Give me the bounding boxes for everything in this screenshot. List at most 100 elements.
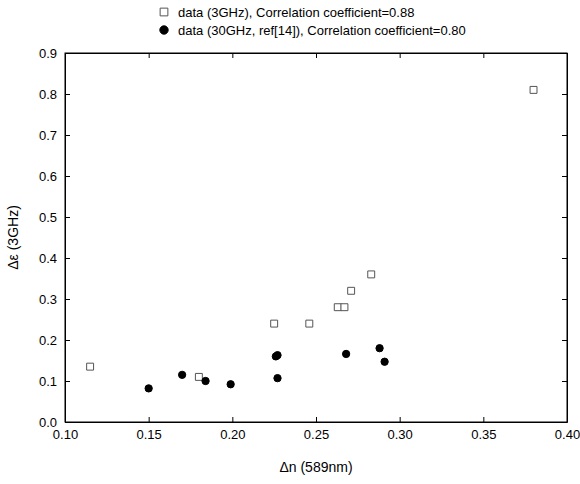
tick-mark bbox=[65, 381, 70, 382]
tick-label: 0.15 bbox=[137, 427, 162, 442]
tick bbox=[562, 258, 567, 259]
tick-mark bbox=[65, 135, 70, 136]
tick-mark bbox=[400, 53, 401, 58]
legend-symbol bbox=[160, 26, 168, 34]
tick-label: 0.7 bbox=[39, 128, 57, 143]
point bbox=[530, 86, 537, 93]
tick-mark bbox=[562, 94, 567, 95]
point bbox=[202, 377, 209, 384]
series bbox=[87, 86, 537, 380]
point bbox=[195, 373, 202, 380]
tick bbox=[562, 53, 567, 54]
tick-mark bbox=[562, 258, 567, 259]
x-axis-top bbox=[66, 53, 568, 58]
tick-mark bbox=[65, 340, 70, 341]
plot-area bbox=[87, 86, 537, 392]
point bbox=[87, 363, 94, 370]
tick-mark bbox=[232, 53, 233, 58]
tick bbox=[562, 176, 567, 177]
tick: 0.8 bbox=[39, 87, 70, 102]
tick-label: 0.4 bbox=[39, 251, 57, 266]
tick-label: 0.5 bbox=[39, 210, 57, 225]
tick bbox=[400, 53, 401, 58]
tick bbox=[562, 135, 567, 136]
tick-mark bbox=[483, 53, 484, 58]
tick-label: 0.3 bbox=[39, 292, 57, 307]
tick-mark bbox=[316, 417, 317, 422]
chart: 0.100.150.200.250.300.350.400.00.10.20.3… bbox=[0, 0, 580, 484]
x-axis-line bbox=[66, 422, 568, 423]
tick bbox=[149, 53, 150, 58]
y-axis: 0.0 0.1 0.2 0.3 0.4 0.5 0.6 0.7 0.8 0.9 bbox=[39, 46, 70, 430]
point bbox=[341, 304, 348, 311]
tick-mark bbox=[65, 422, 70, 423]
tick-mark bbox=[562, 135, 567, 136]
tick-mark bbox=[149, 53, 150, 58]
tick-mark bbox=[483, 417, 484, 422]
tick: 0.5 bbox=[39, 210, 70, 225]
tick-mark bbox=[562, 176, 567, 177]
point bbox=[227, 381, 234, 388]
tick-mark bbox=[65, 299, 70, 300]
legend-label: data (3GHz), Correlation coefficient=0.8… bbox=[178, 5, 414, 20]
x-axis-title: Δn (589nm) bbox=[279, 459, 352, 475]
x-axis: 0.100.150.200.250.300.350.40 bbox=[53, 417, 580, 442]
tick-label: 0.9 bbox=[39, 46, 57, 61]
tick-mark bbox=[562, 53, 567, 54]
tick: 0.3 bbox=[39, 292, 70, 307]
tick: 0.35 bbox=[471, 417, 496, 442]
tick-label: 0.30 bbox=[388, 427, 413, 442]
tick-mark bbox=[562, 422, 567, 423]
tick-label: 0.25 bbox=[304, 427, 329, 442]
legend-symbol bbox=[160, 8, 168, 16]
tick: 0.9 bbox=[39, 46, 70, 61]
legend: data (3GHz), Correlation coefficient=0.8… bbox=[160, 5, 466, 38]
point bbox=[306, 320, 313, 327]
point bbox=[381, 358, 388, 365]
tick bbox=[232, 53, 233, 58]
y-axis-right bbox=[562, 54, 568, 423]
tick bbox=[65, 53, 66, 58]
plot-frame bbox=[65, 53, 567, 422]
series bbox=[145, 345, 388, 392]
tick-mark bbox=[65, 53, 66, 58]
tick bbox=[562, 217, 567, 218]
point bbox=[376, 345, 383, 352]
point bbox=[178, 371, 185, 378]
point bbox=[334, 304, 341, 311]
tick-mark bbox=[562, 381, 567, 382]
tick-mark bbox=[65, 217, 70, 218]
point bbox=[274, 352, 281, 359]
point bbox=[342, 350, 349, 357]
tick-label: 0.0 bbox=[39, 415, 57, 430]
tick bbox=[562, 340, 567, 341]
tick-mark bbox=[562, 217, 567, 218]
tick bbox=[316, 53, 317, 58]
tick: 0.30 bbox=[388, 417, 413, 442]
tick: 0.15 bbox=[137, 417, 162, 442]
tick: 0.25 bbox=[304, 417, 329, 442]
tick: 0.1 bbox=[39, 374, 70, 389]
y-axis-title: Δε (3GHz) bbox=[5, 205, 21, 270]
tick-mark bbox=[562, 340, 567, 341]
tick-mark bbox=[65, 258, 70, 259]
tick bbox=[562, 422, 567, 423]
tick-label: 0.1 bbox=[39, 374, 57, 389]
tick: 0.7 bbox=[39, 128, 70, 143]
tick-mark bbox=[400, 417, 401, 422]
tick-mark bbox=[65, 176, 70, 177]
tick-mark bbox=[316, 53, 317, 58]
tick-mark bbox=[65, 94, 70, 95]
tick-label: 0.8 bbox=[39, 87, 57, 102]
tick-label: 0.2 bbox=[39, 333, 57, 348]
tick: 0.0 bbox=[39, 415, 70, 430]
tick-mark bbox=[232, 417, 233, 422]
tick: 0.6 bbox=[39, 169, 70, 184]
legend-label: data (30GHz, ref[14]), Correlation coeff… bbox=[178, 23, 466, 38]
point bbox=[145, 385, 152, 392]
tick-label: 0.20 bbox=[220, 427, 245, 442]
tick bbox=[483, 53, 484, 58]
tick-mark bbox=[149, 417, 150, 422]
tick: 0.20 bbox=[220, 417, 245, 442]
y-axis-line bbox=[65, 54, 66, 423]
